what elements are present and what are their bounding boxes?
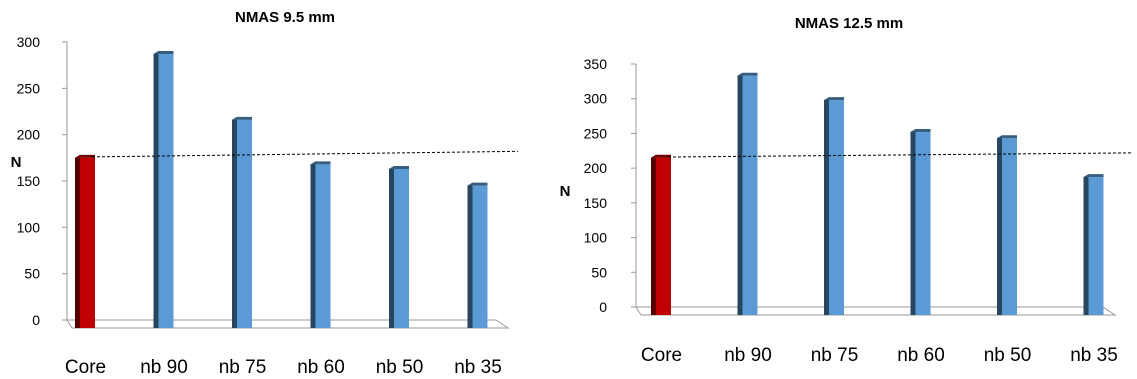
x-tick-label: nb 90 <box>724 345 772 366</box>
bar-side <box>997 135 1002 315</box>
bar-side <box>651 154 656 315</box>
bar <box>389 165 409 328</box>
bar <box>310 161 331 328</box>
bar-front <box>394 168 409 328</box>
x-tick-label: nb 90 <box>140 357 188 378</box>
bar-top <box>910 129 931 133</box>
y-tick-label: 350 <box>584 56 608 72</box>
bar-front <box>237 119 252 328</box>
bar-side <box>737 72 743 315</box>
y-tick-label: 300 <box>17 34 41 50</box>
y-tick-label: 50 <box>591 264 607 280</box>
bar-side <box>910 129 916 315</box>
bar <box>824 97 844 315</box>
bar-front <box>915 132 931 315</box>
y-tick-label: 300 <box>584 91 608 107</box>
bar-top <box>997 135 1017 139</box>
bar-front <box>315 164 331 328</box>
bar-top <box>75 154 95 158</box>
bar-side <box>467 182 473 328</box>
bar-side <box>310 161 316 328</box>
y-tick-label: 250 <box>17 80 41 96</box>
bar <box>1083 174 1104 315</box>
chart-title: NMAS 12.5 mm <box>795 15 903 32</box>
x-tick-label: Core <box>65 357 106 378</box>
y-tick-label: 200 <box>584 160 608 176</box>
y-tick-label: 100 <box>17 219 41 235</box>
bar <box>153 51 174 329</box>
bar-side <box>75 154 80 328</box>
x-tick-label: nb 50 <box>984 345 1032 366</box>
bar-side <box>824 97 829 315</box>
bar <box>997 135 1017 315</box>
bar-top <box>232 116 252 120</box>
chart-floor <box>66 319 510 329</box>
bar-top <box>153 51 174 55</box>
bar-top <box>651 154 671 158</box>
bar-front <box>1002 138 1017 315</box>
y-tick-label: 100 <box>584 230 608 246</box>
bar-side <box>232 116 237 328</box>
y-axis-label: N <box>11 154 22 171</box>
bar <box>75 154 95 328</box>
bar <box>651 154 671 315</box>
x-tick-label: nb 35 <box>454 357 502 378</box>
bar <box>737 72 758 315</box>
x-tick-label: nb 75 <box>219 357 267 378</box>
bar <box>232 116 252 328</box>
y-axis-label: N <box>560 183 571 200</box>
bar-top <box>389 165 409 169</box>
reference-line <box>91 150 519 158</box>
bar-side <box>389 165 394 328</box>
bar-front <box>742 75 758 315</box>
x-tick-label: nb 60 <box>297 357 345 378</box>
x-tick-label: nb 75 <box>811 345 859 366</box>
chart-floor <box>635 306 1117 316</box>
bar-top <box>737 72 758 76</box>
bar <box>910 129 931 315</box>
x-tick-label: nb 60 <box>897 345 945 366</box>
bar-front <box>1088 177 1104 315</box>
chart-title: NMAS 9.5 mm <box>235 9 335 26</box>
chart-nmas-9-5: NMAS 9.5 mm N 0 50 100 150 200 250 300 Core nb 9… <box>11 9 519 378</box>
x-tick-label: nb 35 <box>1070 345 1118 366</box>
y-tick-label: 150 <box>584 195 608 211</box>
y-tick-label: 0 <box>32 312 40 328</box>
chart-nmas-12-5: NMAS 12.5 mm N 0 50 100 150 200 250 300 350 Core… <box>560 15 1134 366</box>
bar-front <box>472 185 488 328</box>
bar-side <box>1083 174 1089 315</box>
bar-top <box>467 182 488 186</box>
bar-side <box>153 51 159 329</box>
bar-top <box>824 97 844 101</box>
bar-top <box>310 161 331 165</box>
x-tick-label: nb 50 <box>376 357 424 378</box>
x-tick-label: Core <box>641 345 682 366</box>
bar <box>467 182 488 328</box>
y-tick-label: 0 <box>599 299 607 315</box>
reference-line <box>667 152 1134 158</box>
y-tick-label: 150 <box>17 173 41 189</box>
bar-front <box>656 157 671 315</box>
y-tick-label: 50 <box>24 266 40 282</box>
bar-top <box>1083 174 1104 178</box>
bar-front <box>80 157 95 328</box>
bar-front <box>829 100 844 315</box>
y-tick-label: 250 <box>584 125 608 141</box>
y-tick-label: 200 <box>17 127 41 143</box>
bar-front <box>158 54 174 329</box>
